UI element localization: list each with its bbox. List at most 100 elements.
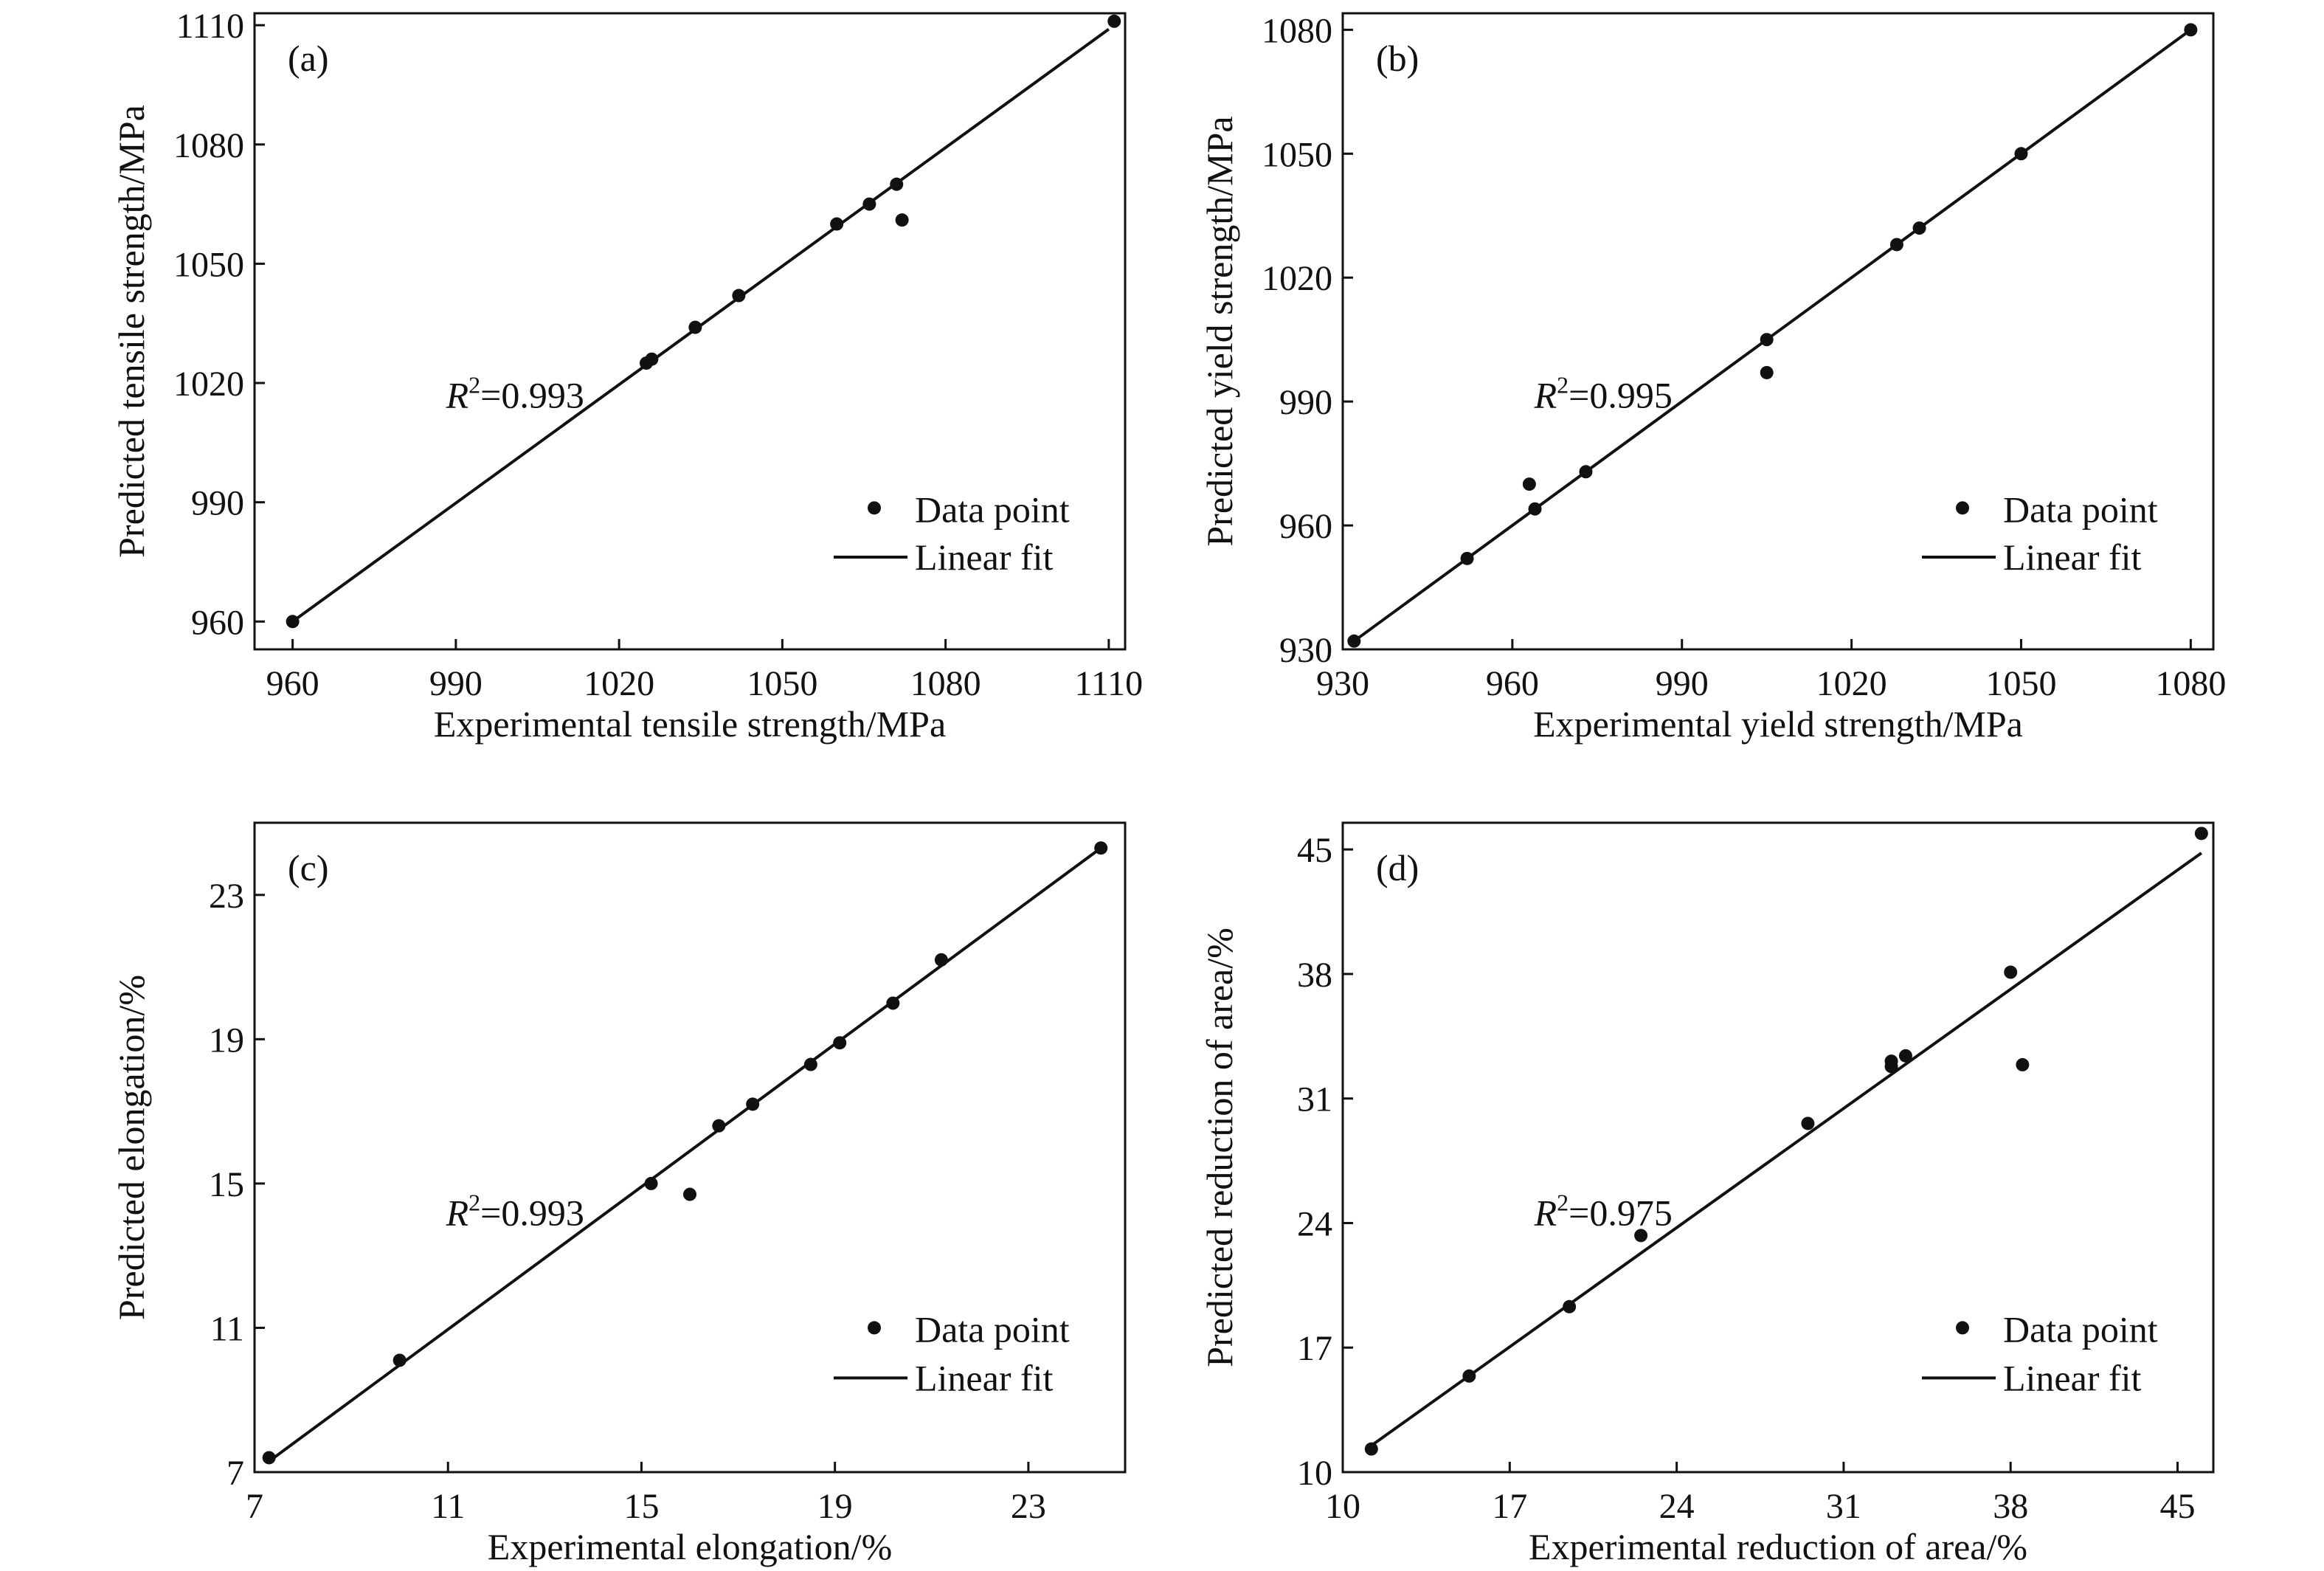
- r-symbol: R: [1534, 1192, 1557, 1234]
- legend-point-marker: [868, 1321, 881, 1335]
- plot-frame: [1341, 821, 2215, 1474]
- y-tick-label: 15: [209, 1165, 244, 1204]
- data-point: [1522, 477, 1536, 491]
- r-value: =0.993: [480, 374, 584, 415]
- data-point: [2184, 23, 2198, 37]
- data-point: [1912, 221, 1926, 235]
- legend-label-points: Data point: [915, 1308, 1070, 1350]
- legend-label-points: Data point: [2003, 1308, 2158, 1350]
- x-tick-label: 960: [266, 664, 319, 703]
- x-axis-label: Experimental yield strength/MPa: [1533, 703, 2023, 745]
- legend-point-marker: [868, 501, 881, 515]
- data-point: [712, 1119, 726, 1133]
- linear-fit-line: [1353, 28, 2192, 643]
- x-tick-label: 1020: [1816, 664, 1887, 703]
- data-point: [1563, 1299, 1577, 1313]
- r-symbol: R: [446, 374, 469, 415]
- data-point: [2194, 826, 2208, 840]
- y-tick-label: 990: [1279, 383, 1332, 422]
- y-tick-label: 1050: [173, 245, 244, 284]
- data-point: [934, 953, 948, 967]
- data-point: [392, 1353, 407, 1367]
- panel-label: (a): [288, 38, 329, 79]
- data-point: [1579, 465, 1593, 479]
- y-tick-label: 31: [1297, 1080, 1332, 1119]
- data-point: [1107, 14, 1121, 28]
- data-point: [803, 1057, 817, 1071]
- y-tick-label: 1020: [173, 365, 244, 404]
- x-tick-label: 11: [431, 1487, 465, 1526]
- data-point: [1898, 1049, 1912, 1063]
- x-tick-label: 1050: [1985, 664, 2056, 703]
- y-axis-label: Predicted reduction of area/%: [1199, 928, 1240, 1367]
- r-squared-annotation: R2=0.993: [446, 1190, 584, 1234]
- x-tick-label: 24: [1659, 1487, 1695, 1526]
- panel-label: (d): [1376, 847, 1419, 888]
- chart-panel-2: 930 960 990 1020 1050 1080 930 960 990 1020 1050 10…: [1199, 11, 2226, 745]
- data-point: [688, 320, 702, 334]
- y-axis-label: Predicted elongation/%: [111, 975, 152, 1320]
- x-tick-label: 990: [1656, 664, 1709, 703]
- y-axis-label: Predicted tensile strength/MPa: [111, 105, 152, 558]
- data-point: [1634, 1229, 1648, 1243]
- data-point: [1364, 1442, 1378, 1456]
- legend-point-marker: [1956, 501, 1969, 515]
- r-symbol: R: [446, 1192, 469, 1234]
- r-exponent: 2: [468, 371, 480, 398]
- data-point: [644, 1176, 658, 1190]
- data-point: [862, 197, 876, 211]
- chart-panel-4: 10 17 24 31 38 45 10 17 24 31 38 45 Experimental red…: [1199, 821, 2215, 1567]
- legend-label-points: Data point: [2003, 488, 2158, 530]
- data-point: [886, 996, 900, 1010]
- y-tick-label: 930: [1279, 631, 1332, 670]
- r-value: =0.993: [480, 1192, 584, 1234]
- r-exponent: 2: [468, 1190, 480, 1216]
- data-point: [2016, 1057, 2030, 1071]
- data-point: [1460, 551, 1474, 565]
- data-point: [895, 213, 909, 227]
- y-tick-label: 19: [209, 1021, 244, 1060]
- panel-label: (b): [1376, 38, 1419, 79]
- x-tick-label: 1080: [2155, 664, 2226, 703]
- x-tick-label: 10: [1325, 1487, 1360, 1526]
- x-tick-label: 23: [1011, 1487, 1046, 1526]
- chart-panel-3: 7 11 15 19 23 7 11 15 19 23 Experimental elongatio…: [111, 821, 1127, 1567]
- legend-label-line: Linear fit: [2003, 1357, 2142, 1398]
- data-point: [683, 1187, 696, 1201]
- r-exponent: 2: [1557, 371, 1569, 398]
- plot-frame: [253, 821, 1127, 1474]
- x-tick-label: 7: [246, 1487, 263, 1526]
- y-tick-label: 1050: [1262, 135, 1332, 174]
- y-tick-label: 10: [1297, 1454, 1332, 1493]
- y-tick-label: 1080: [1262, 11, 1332, 50]
- y-tick-label: 1110: [176, 7, 244, 46]
- data-point: [2014, 147, 2028, 161]
- x-axis-label: Experimental elongation/%: [488, 1526, 892, 1567]
- x-tick-label: 45: [2160, 1487, 2196, 1526]
- data-point: [1889, 238, 1903, 252]
- legend-label-line: Linear fit: [915, 1357, 1054, 1398]
- plot-frame: [1341, 12, 2215, 651]
- y-tick-label: 23: [209, 877, 244, 916]
- data-point: [1347, 634, 1361, 648]
- r-squared-annotation: R2=0.975: [1534, 1190, 1673, 1234]
- chart-panel-1: 960 990 1020 1050 1080 1110 960 990 1020 1050 1080…: [111, 7, 1143, 745]
- data-point: [1528, 502, 1542, 516]
- data-point: [1801, 1116, 1815, 1130]
- x-tick-label: 960: [1486, 664, 1539, 703]
- y-tick-label: 960: [1279, 507, 1332, 546]
- x-tick-label: 1020: [584, 664, 654, 703]
- y-tick-label: 1080: [173, 126, 244, 165]
- x-tick-label: 38: [1993, 1487, 2028, 1526]
- r-squared-annotation: R2=0.993: [446, 371, 584, 415]
- data-point: [1760, 365, 1774, 379]
- data-point: [1760, 333, 1774, 347]
- x-tick-label: 31: [1826, 1487, 1861, 1526]
- data-point: [732, 289, 746, 303]
- data-point: [1462, 1369, 1476, 1383]
- legend-point-marker: [1956, 1321, 1969, 1335]
- x-tick-label: 17: [1492, 1487, 1527, 1526]
- panel-label: (c): [288, 847, 329, 888]
- y-tick-label: 1020: [1262, 259, 1332, 298]
